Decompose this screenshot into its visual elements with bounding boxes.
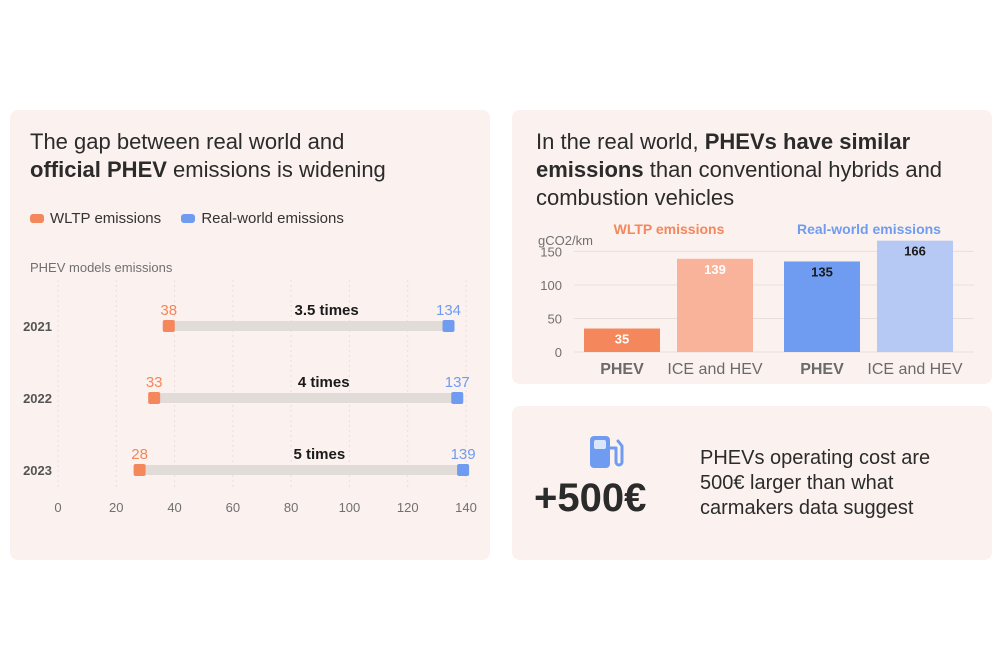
real-marker	[451, 392, 464, 404]
bar-value-label: 166	[904, 244, 926, 259]
operating-cost-panel: +500€ PHEVs operating cost are 500€ larg…	[512, 406, 992, 560]
legend-label-wltp: WLTP emissions	[50, 210, 162, 227]
real-marker	[442, 320, 455, 332]
x-tick-label: 120	[397, 500, 419, 515]
y-tick-label: 100	[540, 278, 562, 293]
x-tick-label: 60	[226, 500, 240, 515]
similar-emissions-title: In the real world, PHEVs have similar em…	[536, 128, 976, 212]
x-tick-label: 100	[339, 500, 361, 515]
legend-label-real: Real-world emissions	[201, 210, 344, 227]
bar-value-label: 135	[811, 264, 833, 279]
y-tick-label: 150	[540, 244, 562, 259]
bar-group-title: Real-world emissions	[797, 221, 941, 237]
emission-bar	[584, 328, 660, 352]
wltp-value-label: 38	[160, 302, 177, 319]
year-label: 2023	[23, 463, 52, 478]
connector-bar	[139, 465, 464, 475]
emission-bar	[677, 258, 753, 352]
gap-legend: WLTP emissions Real-world emissions	[30, 210, 360, 227]
x-tick-label: 20	[109, 500, 123, 515]
real-value-label: 139	[451, 446, 476, 463]
gap-title-bold: official PHEV	[30, 157, 167, 182]
gap-title: The gap between real world and official …	[30, 128, 470, 184]
connector-bar	[168, 321, 449, 331]
x-tick-label: 0	[54, 500, 61, 515]
real-value-label: 137	[445, 374, 470, 391]
real-marker	[457, 464, 470, 476]
similar-title-rest: than conventional hybrids and combustion…	[536, 157, 943, 210]
bar-value-label: 139	[704, 262, 726, 277]
fuel-pump-icon	[590, 436, 624, 468]
gap-panel: The gap between real world and official …	[10, 110, 490, 560]
bar-category-label: ICE and HEV	[667, 361, 762, 378]
real-value-label: 134	[436, 302, 461, 319]
x-tick-label: 40	[167, 500, 181, 515]
ratio-annotation: 5 times	[293, 446, 345, 463]
x-tick-label: 80	[284, 500, 298, 515]
year-label: 2021	[23, 319, 52, 334]
legend-swatch-wltp	[30, 214, 44, 223]
similar-emissions-panel: In the real world, PHEVs have similar em…	[512, 110, 992, 384]
legend-item-wltp: WLTP emissions	[30, 210, 161, 227]
gap-chart-subtitle: PHEV models emissions	[30, 260, 173, 275]
emission-bar	[784, 261, 860, 352]
x-tick-label: 140	[455, 500, 477, 515]
bar-category-label: PHEV	[600, 361, 644, 378]
similar-title-pre: In the real world,	[536, 129, 705, 154]
cost-description: PHEVs operating cost are 500€ larger tha…	[700, 447, 931, 519]
similar-title-bold1: PHEVs have similar	[704, 129, 911, 154]
y-axis-label: gCO2/km	[538, 233, 593, 248]
gap-title-rest: emissions is widening	[166, 157, 386, 182]
connector-bar	[154, 393, 458, 403]
legend-swatch-real	[181, 214, 196, 223]
emissions-bar-chart: gCO2/km 0 50 100 150 WLTP emissions 35 PHEV 139 I…	[538, 221, 974, 378]
gap-title-line1: The gap between real world and	[30, 129, 345, 154]
y-tick-label: 50	[548, 311, 562, 326]
bar-category-label: ICE and HEV	[867, 361, 962, 378]
wltp-value-label: 33	[146, 374, 163, 391]
year-label: 2022	[23, 391, 52, 406]
cost-value: +500€	[534, 476, 647, 520]
y-tick-label: 0	[555, 345, 562, 360]
legend-item-real: Real-world emissions	[181, 210, 344, 227]
wltp-value-label: 28	[131, 446, 148, 463]
ratio-annotation: 4 times	[298, 374, 350, 391]
bar-value-label: 35	[615, 332, 629, 347]
dumbbell-chart: 0 20 40 60 80 100 120 140 2021 38 134 3.5 times 2022…	[23, 280, 477, 515]
bar-category-label: PHEV	[800, 361, 844, 378]
ratio-annotation: 3.5 times	[295, 302, 359, 319]
bar-group-title: WLTP emissions	[614, 221, 725, 237]
wltp-marker	[162, 320, 175, 332]
similar-title-bold2: emissions	[536, 157, 644, 182]
wltp-marker	[133, 464, 146, 476]
wltp-marker	[148, 392, 161, 404]
emission-bar	[877, 240, 953, 352]
